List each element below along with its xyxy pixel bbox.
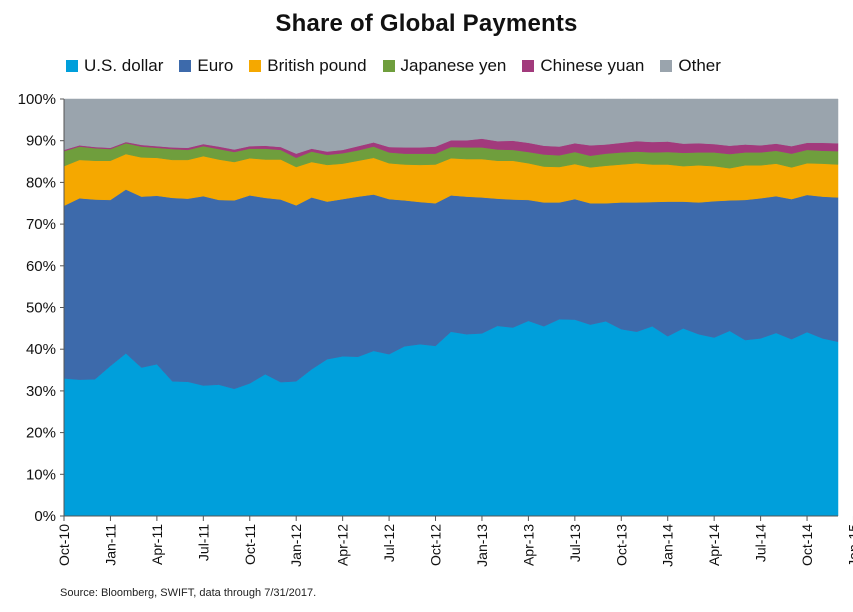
legend-item: Japanese yen — [382, 56, 507, 76]
x-tick-label: Apr-11 — [149, 524, 165, 565]
y-tick-label: 20% — [26, 425, 56, 442]
legend-item: British pound — [249, 56, 367, 76]
x-tick-label: Apr-12 — [335, 524, 351, 566]
legend-label: Japanese yen — [400, 56, 507, 75]
x-tick-label: Jul-14 — [753, 524, 769, 562]
legend-label: British pound — [267, 56, 367, 75]
x-tick-label: Oct-12 — [428, 524, 444, 566]
legend-item: Euro — [179, 56, 233, 76]
x-tick-label: Oct-11 — [242, 524, 258, 565]
x-tick-label: Apr-13 — [520, 524, 536, 566]
x-tick-label: Jul-12 — [381, 524, 397, 562]
x-tick-label: Jul-11 — [195, 524, 211, 561]
x-tick-label: Oct-10 — [56, 524, 72, 566]
x-tick-label: Jan-15 — [845, 524, 853, 567]
area-other — [63, 98, 839, 154]
legend-swatch — [249, 60, 262, 72]
y-tick-label: 0% — [34, 508, 56, 525]
y-tick-label: 60% — [26, 258, 56, 275]
y-tick-label: 100% — [18, 91, 56, 108]
x-tick-label: Jan-11 — [102, 524, 118, 566]
x-tick-label: Oct-13 — [613, 524, 629, 566]
legend-item: Other — [660, 56, 721, 76]
x-tick-label: Jan-13 — [474, 524, 490, 567]
legend-swatch — [382, 60, 395, 72]
source-note: Source: Bloomberg, SWIFT, data through 7… — [60, 587, 317, 599]
y-tick-label: 10% — [26, 466, 56, 483]
y-tick-label: 90% — [26, 133, 56, 150]
chart-title: Share of Global Payments — [275, 10, 578, 37]
legend-label: Chinese yuan — [540, 56, 645, 75]
x-tick-label: Jan-14 — [660, 524, 676, 567]
legend-label: U.S. dollar — [84, 56, 164, 75]
legend-item: U.S. dollar — [66, 56, 163, 76]
legend-swatch — [660, 60, 673, 72]
y-tick-label: 80% — [26, 174, 56, 191]
legend-swatch — [179, 60, 192, 72]
x-tick-label: Apr-14 — [706, 524, 722, 566]
x-tick-label: Oct-14 — [799, 524, 815, 566]
legend-swatch — [522, 60, 535, 72]
legend-label: Euro — [197, 56, 234, 75]
x-tick-label: Jan-12 — [288, 524, 304, 567]
legend-swatch — [66, 60, 78, 72]
legend-item: Chinese yuan — [522, 56, 644, 76]
x-tick-label: Jul-13 — [567, 524, 583, 562]
y-tick-label: 50% — [26, 300, 56, 317]
y-tick-label: 40% — [26, 341, 56, 358]
y-tick-label: 30% — [26, 383, 56, 400]
legend: U.S. dollar Euro British pound Japanese yen… — [66, 56, 721, 76]
y-tick-label: 70% — [26, 216, 56, 233]
legend-label: Other — [678, 56, 721, 75]
